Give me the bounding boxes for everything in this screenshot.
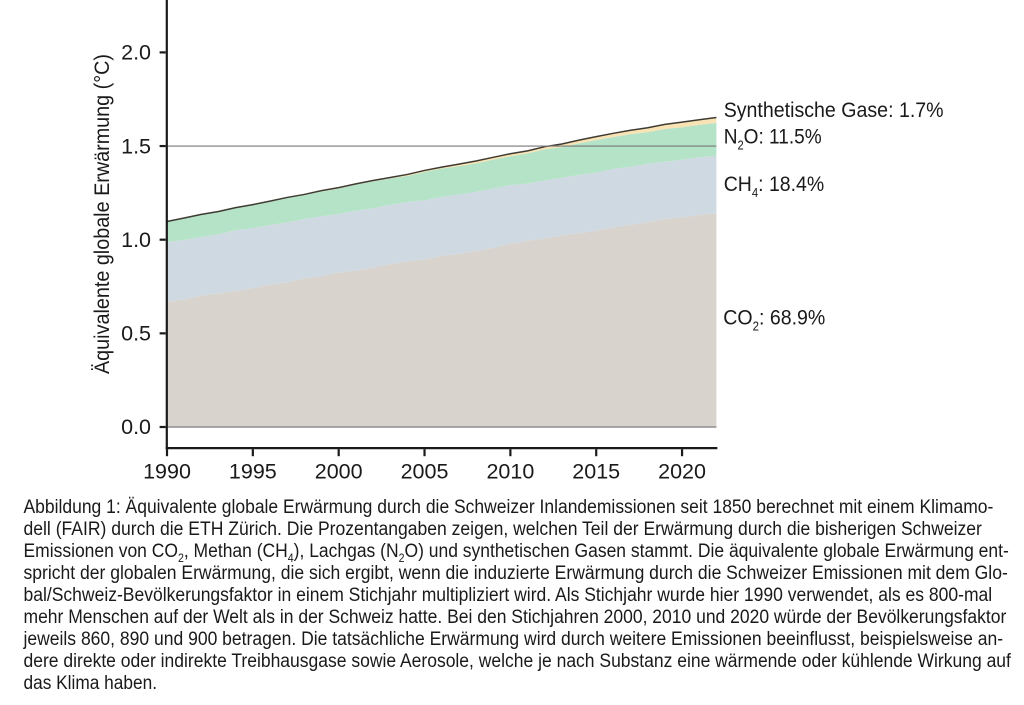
svg-text:1.0: 1.0 bbox=[121, 228, 151, 252]
svg-text:2015: 2015 bbox=[572, 459, 620, 483]
svg-text:Abbildung 1: Äquivalente globa: Abbildung 1: Äquivalente globale Erwärmu… bbox=[24, 497, 994, 518]
svg-text:2000: 2000 bbox=[315, 459, 363, 483]
svg-text:1.5: 1.5 bbox=[121, 134, 151, 158]
svg-text:dere direkte oder indirekte Tr: dere direkte oder indirekte Treibhausgas… bbox=[24, 651, 1012, 672]
svg-text:CO2: 68.9%: CO2: 68.9% bbox=[723, 305, 825, 333]
svg-text:Synthetische Gase: 1.7%: Synthetische Gase: 1.7% bbox=[724, 98, 944, 122]
svg-text:2010: 2010 bbox=[486, 459, 534, 483]
svg-text:mehr Menschen auf der Welt als: mehr Menschen auf der Welt als in der Sc… bbox=[24, 607, 1007, 628]
svg-text:Emissionen von CO2, Methan (CH: Emissionen von CO2, Methan (CH4), Lachga… bbox=[24, 541, 1009, 565]
svg-text:0.5: 0.5 bbox=[121, 322, 151, 346]
svg-text:1995: 1995 bbox=[229, 459, 277, 483]
svg-text:jeweils 860, 890 und 900 betra: jeweils 860, 890 und 900 betragen. Die t… bbox=[23, 629, 1004, 650]
svg-text:1990: 1990 bbox=[143, 459, 191, 483]
svg-text:dell (FAIR) durch die ETH Züri: dell (FAIR) durch die ETH Zürich. Die Pr… bbox=[24, 519, 983, 540]
svg-text:Äquivalente globale Erwärmung: Äquivalente globale Erwärmung (°C) bbox=[90, 54, 114, 374]
svg-text:das Klima haben.: das Klima haben. bbox=[24, 673, 158, 694]
svg-text:spricht der globalen Erwärmung: spricht der globalen Erwärmung, die sich… bbox=[24, 563, 1008, 584]
svg-text:CH4: 18.4%: CH4: 18.4% bbox=[724, 172, 825, 200]
svg-text:2.0: 2.0 bbox=[121, 41, 151, 65]
svg-text:2005: 2005 bbox=[401, 459, 449, 483]
svg-text:0.0: 0.0 bbox=[121, 415, 151, 439]
svg-text:bal/Schweiz-Bevölkerungsfaktor: bal/Schweiz-Bevölkerungsfaktor in einem … bbox=[24, 585, 993, 606]
svg-text:2020: 2020 bbox=[658, 459, 706, 483]
svg-text:N2O: 11.5%: N2O: 11.5% bbox=[724, 124, 822, 152]
